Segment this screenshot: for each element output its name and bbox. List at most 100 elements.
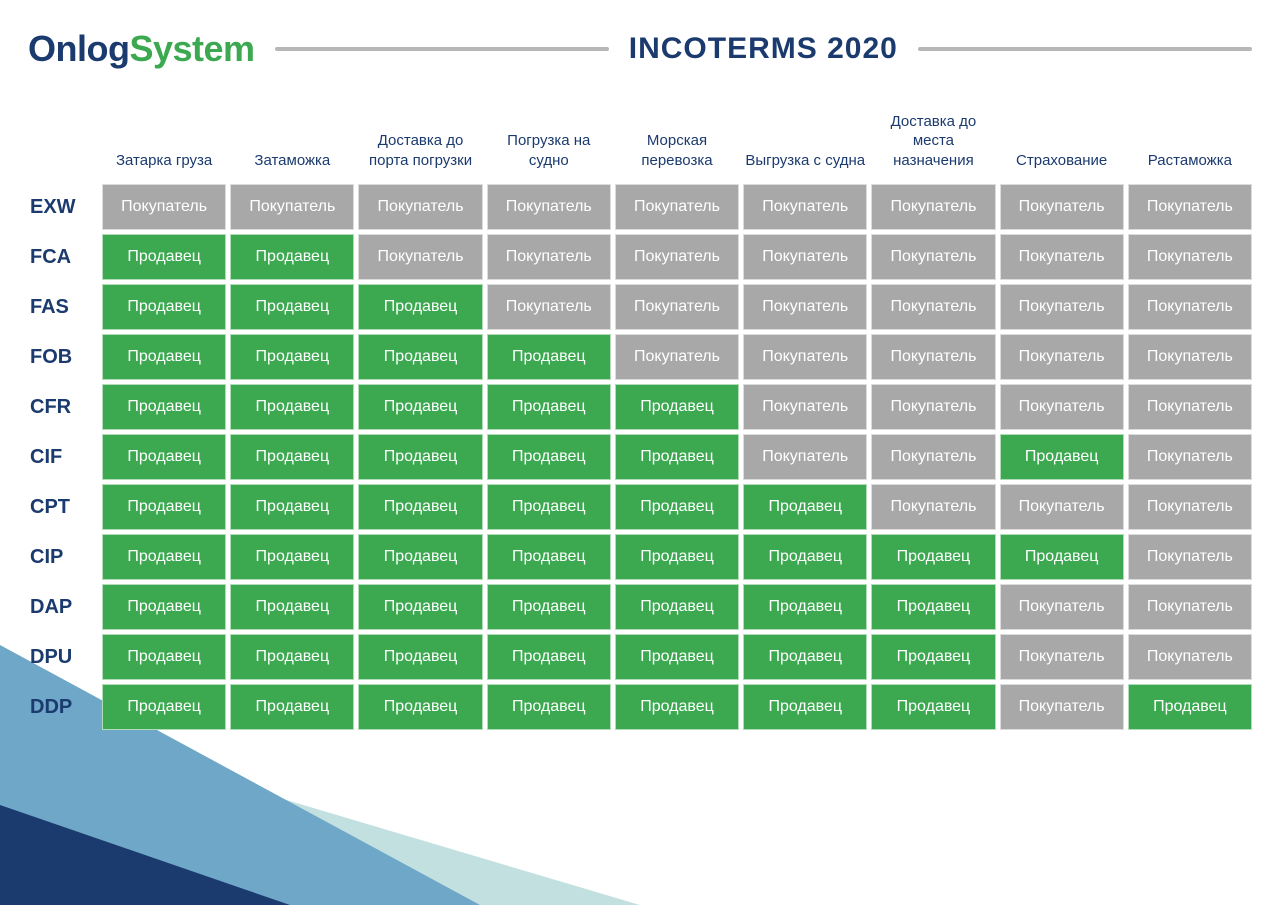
table-cell: Продавец (743, 684, 867, 730)
table-cell: Продавец (358, 384, 482, 430)
table-cell: Продавец (487, 484, 611, 530)
spacer (28, 100, 98, 180)
table-cell: Продавец (230, 234, 354, 280)
table-cell: Покупатель (1000, 234, 1124, 280)
table-cell: Покупатель (1000, 634, 1124, 680)
table-cell: Покупатель (487, 284, 611, 330)
table-cell: Продавец (358, 284, 482, 330)
brand-part1: Onlog (28, 28, 129, 69)
row-header-fca: FCA (28, 234, 98, 280)
table-cell: Продавец (487, 534, 611, 580)
table-cell: Покупатель (871, 334, 995, 380)
header-divider (918, 47, 1252, 51)
incoterms-table: Затарка грузаЗатаможкаДоставка до порта … (28, 100, 1252, 730)
table-cell: Продавец (358, 484, 482, 530)
column-header: Доставка до порта погрузки (358, 100, 482, 180)
table-cell: Продавец (871, 534, 995, 580)
table-cell: Продавец (230, 584, 354, 630)
table-cell: Покупатель (871, 284, 995, 330)
row-header-dpu: DPU (28, 634, 98, 680)
table-cell: Продавец (102, 634, 226, 680)
table-cell: Покупатель (358, 184, 482, 230)
column-header: Страхование (1000, 100, 1124, 180)
table-cell: Продавец (230, 684, 354, 730)
table-cell: Покупатель (1128, 434, 1252, 480)
table-cell: Продавец (230, 434, 354, 480)
row-header-fob: FOB (28, 334, 98, 380)
table-cell: Покупатель (871, 234, 995, 280)
table-cell: Продавец (102, 284, 226, 330)
table-cell: Продавец (1128, 684, 1252, 730)
table-cell: Продавец (1000, 434, 1124, 480)
table-cell: Покупатель (743, 334, 867, 380)
table-cell: Продавец (871, 584, 995, 630)
table-cell: Покупатель (871, 484, 995, 530)
table-cell: Продавец (102, 534, 226, 580)
table-cell: Покупатель (615, 334, 739, 380)
row-header-ddp: DDP (28, 684, 98, 730)
table-cell: Продавец (615, 384, 739, 430)
table-cell: Покупатель (1000, 584, 1124, 630)
table-cell: Покупатель (1128, 384, 1252, 430)
table-cell: Продавец (102, 584, 226, 630)
row-header-dap: DAP (28, 584, 98, 630)
column-header: Затаможка (230, 100, 354, 180)
table-cell: Продавец (102, 234, 226, 280)
table-cell: Покупатель (871, 184, 995, 230)
table-cell: Покупатель (1128, 234, 1252, 280)
table-cell: Продавец (102, 434, 226, 480)
table-cell: Покупатель (1128, 584, 1252, 630)
table-cell: Покупатель (102, 184, 226, 230)
table-cell: Продавец (1000, 534, 1124, 580)
table-cell: Продавец (487, 334, 611, 380)
table-cell: Продавец (487, 434, 611, 480)
table-cell: Покупатель (1000, 184, 1124, 230)
table-cell: Продавец (230, 334, 354, 380)
table-cell: Продавец (358, 684, 482, 730)
table-cell: Покупатель (1128, 634, 1252, 680)
row-header-cpt: CPT (28, 484, 98, 530)
table-cell: Покупатель (1128, 334, 1252, 380)
table-cell: Продавец (358, 534, 482, 580)
table-cell: Продавец (743, 584, 867, 630)
table-cell: Покупатель (1128, 284, 1252, 330)
column-header: Морская перевозка (615, 100, 739, 180)
row-header-fas: FAS (28, 284, 98, 330)
header-divider (275, 47, 609, 51)
table-cell: Покупатель (743, 234, 867, 280)
table-cell: Покупатель (1128, 484, 1252, 530)
table-cell: Покупатель (230, 184, 354, 230)
table-cell: Продавец (487, 584, 611, 630)
page-title: INCOTERMS 2020 (629, 32, 898, 66)
table-cell: Покупатель (358, 234, 482, 280)
row-header-exw: EXW (28, 184, 98, 230)
column-header: Затарка груза (102, 100, 226, 180)
table-cell: Покупатель (487, 234, 611, 280)
table-cell: Покупатель (1000, 334, 1124, 380)
table-cell: Продавец (102, 684, 226, 730)
table-cell: Продавец (230, 634, 354, 680)
table-cell: Продавец (487, 684, 611, 730)
table-cell: Продавец (871, 684, 995, 730)
table-cell: Покупатель (743, 384, 867, 430)
table-cell: Продавец (230, 534, 354, 580)
table-cell: Продавец (102, 384, 226, 430)
table-cell: Продавец (102, 484, 226, 530)
table-cell: Продавец (615, 634, 739, 680)
table-cell: Продавец (615, 434, 739, 480)
table-cell: Покупатель (615, 234, 739, 280)
header: OnlogSystem INCOTERMS 2020 (28, 28, 1252, 70)
table-cell: Продавец (230, 284, 354, 330)
row-header-cif: CIF (28, 434, 98, 480)
column-header: Доставка до места назначения (871, 100, 995, 180)
table-cell: Продавец (743, 484, 867, 530)
brand-part2: System (129, 28, 254, 69)
table-cell: Покупатель (1000, 484, 1124, 530)
column-header: Погрузка на судно (487, 100, 611, 180)
table-cell: Продавец (743, 634, 867, 680)
table-cell: Продавец (743, 534, 867, 580)
table-cell: Покупатель (871, 434, 995, 480)
row-header-cfr: CFR (28, 384, 98, 430)
table-cell: Продавец (871, 634, 995, 680)
table-cell: Продавец (358, 434, 482, 480)
